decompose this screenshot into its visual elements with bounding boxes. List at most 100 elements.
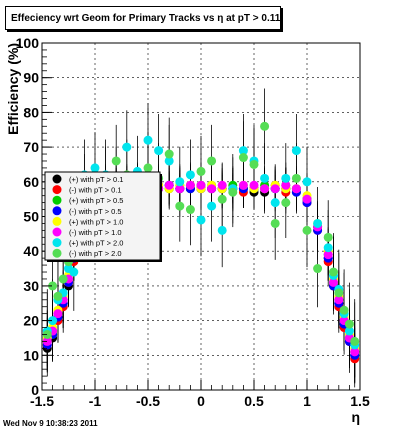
data-point (53, 309, 63, 319)
x-axis-label: η (351, 409, 360, 425)
data-point (281, 180, 291, 190)
legend-marker (52, 206, 62, 216)
data-point (164, 156, 174, 166)
data-point (196, 180, 206, 190)
data-point (111, 156, 121, 166)
data-point (238, 153, 248, 163)
legend-marker (52, 248, 62, 258)
data-point (42, 329, 52, 339)
y-tick-label: 0 (31, 382, 39, 398)
data-point (339, 305, 349, 315)
data-point (270, 198, 280, 208)
x-tick-label: -1.5 (30, 393, 54, 409)
data-point (185, 170, 195, 180)
legend-entry: (+) with pT > 0.5 (69, 196, 123, 205)
legend: (+) with pT > 0.1(-) with pT > 0.1(+) wi… (44, 171, 162, 262)
legend-entry: (-) with pT > 0.1 (69, 186, 122, 195)
data-point (48, 281, 58, 291)
legend-marker (52, 216, 62, 226)
legend-marker (52, 227, 62, 237)
data-point (238, 180, 248, 190)
legend-entry: (+) with pT > 2.0 (69, 239, 123, 248)
data-point (302, 225, 312, 235)
data-point (53, 291, 63, 301)
data-point (185, 205, 195, 215)
x-tick-label: -0.5 (136, 393, 160, 409)
data-point (228, 187, 238, 197)
y-tick-label: 10 (23, 347, 39, 363)
data-point (196, 166, 206, 176)
data-point (313, 264, 323, 274)
legend-marker (52, 174, 62, 184)
y-tick-label: 50 (23, 209, 39, 225)
data-point (122, 142, 132, 152)
y-axis-label: Efficiency (%) (5, 43, 21, 135)
data-point (323, 232, 333, 242)
data-point (48, 316, 58, 326)
data-point (164, 149, 174, 159)
x-tick-label: 0.5 (244, 393, 264, 409)
data-point (249, 180, 259, 190)
legend-entry: (-) with pT > 1.0 (69, 228, 122, 237)
data-point (260, 121, 270, 131)
data-point (185, 180, 195, 190)
legend-marker (52, 238, 62, 248)
data-point (207, 201, 217, 211)
y-tick-label: 90 (23, 70, 39, 86)
legend-entry: (+) with pT > 1.0 (69, 217, 123, 226)
data-point (350, 336, 360, 346)
data-point (270, 184, 280, 194)
x-tick-label: -1 (89, 393, 102, 409)
data-point (291, 173, 301, 183)
data-point (302, 194, 312, 204)
data-point (249, 159, 259, 169)
data-point (69, 267, 79, 277)
data-point (291, 146, 301, 156)
data-point (175, 177, 185, 187)
data-point (217, 194, 227, 204)
data-point (270, 218, 280, 228)
data-point (334, 295, 344, 305)
legend-entry: (-) with pT > 0.5 (69, 207, 122, 216)
y-tick-label: 60 (23, 174, 39, 190)
y-tick-label: 30 (23, 278, 39, 294)
data-point (164, 180, 174, 190)
x-tick-label: 1 (303, 393, 311, 409)
data-point (217, 180, 227, 190)
data-point (344, 319, 354, 329)
data-point (334, 288, 344, 298)
data-point (260, 173, 270, 183)
data-point (143, 135, 153, 145)
legend-box (44, 171, 161, 261)
data-point (143, 163, 153, 173)
data-point (260, 184, 270, 194)
data-point (350, 347, 360, 357)
data-point (323, 250, 333, 260)
data-point (207, 184, 217, 194)
data-point (302, 177, 312, 187)
y-tick-label: 40 (23, 243, 39, 259)
x-tick-labels: -1.5 -1 -0.5 0 0.5 1 1.5 (30, 393, 370, 409)
legend-marker (52, 195, 62, 205)
legend-entry: (+) with pT > 0.1 (69, 175, 123, 184)
data-point (217, 225, 227, 235)
data-point (196, 215, 206, 225)
legend-marker (52, 185, 62, 195)
y-tick-label: 100 (16, 35, 40, 51)
data-point (207, 156, 217, 166)
data-point (344, 326, 354, 336)
data-point (175, 201, 185, 211)
data-point (281, 173, 291, 183)
x-tick-label: 1.5 (350, 393, 370, 409)
data-point (281, 198, 291, 208)
data-point (58, 274, 68, 284)
y-tick-label: 20 (23, 313, 39, 329)
chart-title: Effeciency wrt Geom for Primary Tracks v… (5, 6, 281, 30)
data-point (90, 163, 100, 173)
y-tick-label: 80 (23, 104, 39, 120)
data-point (313, 218, 323, 228)
data-point (238, 146, 248, 156)
data-point (291, 184, 301, 194)
